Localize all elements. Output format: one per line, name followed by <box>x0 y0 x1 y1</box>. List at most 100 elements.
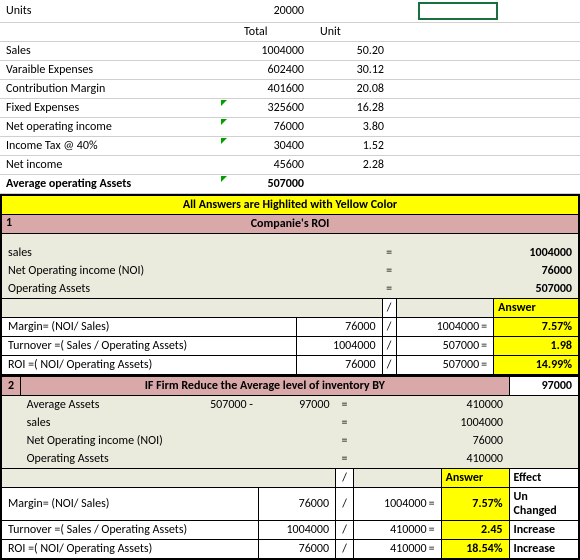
equals: = <box>336 414 354 432</box>
formula-a: 76000 <box>297 355 382 375</box>
total-header: Total <box>220 23 310 42</box>
row-label: Fixed Expenses <box>0 99 220 118</box>
unit-header: Unit <box>310 23 390 42</box>
income-table: Units 20000 Total Unit Sales100400050.20… <box>0 0 580 194</box>
avg-assets-label: Average Assets <box>21 395 166 414</box>
answer-header: Answer <box>441 468 509 487</box>
equals: = <box>382 280 396 299</box>
selected-cell[interactable] <box>418 2 498 20</box>
formula-answer: 7.57% <box>494 317 579 336</box>
formula-b: 507000= <box>396 355 494 375</box>
row-unit: 16.28 <box>310 99 390 118</box>
slash: / <box>382 317 396 336</box>
row-label: Average operating Assets <box>0 175 220 194</box>
line-label: sales <box>21 414 336 432</box>
formula-label: Turnover =( Sales / Operating Assets) <box>1 336 297 355</box>
slash: / <box>336 468 354 487</box>
formula-answer: 18.54% <box>441 539 509 559</box>
equals: = <box>382 244 396 262</box>
line-label: Net Operating income (NOI) <box>1 262 382 280</box>
row-total: 602400 <box>220 61 310 80</box>
section-2-block: 2 IF Firm Reduce the Average level of in… <box>0 376 580 560</box>
row-label: Income Tax @ 40% <box>0 137 220 156</box>
row-total: 30400 <box>220 137 310 156</box>
line-value: 76000 <box>494 262 579 280</box>
formula-label: Turnover =( Sales / Operating Assets) <box>1 520 259 539</box>
formula-b: 410000= <box>354 539 442 559</box>
formula-answer: 14.99% <box>494 355 579 375</box>
section-1-header: 1 Companie's ROI <box>1 215 579 234</box>
formula-a: 1004000 <box>297 336 382 355</box>
section-2-value: 97000 <box>509 376 579 395</box>
line-value: 410000 <box>354 450 509 469</box>
section-1-title: Companie's ROI <box>251 217 330 231</box>
row-total: 507000 <box>220 175 310 194</box>
slash: / <box>336 487 354 520</box>
row-label: Sales <box>0 42 220 61</box>
row-label: Varaible Expenses <box>0 61 220 80</box>
formula-label: Margin= (NOI/ Sales) <box>1 317 297 336</box>
line-value: 507000 <box>494 280 579 299</box>
formula-effect: Increase <box>509 539 579 559</box>
formula-a: 76000 <box>259 539 336 559</box>
avg-result: 410000 <box>354 395 509 414</box>
row-unit: 20.08 <box>310 80 390 99</box>
equals: = <box>336 450 354 469</box>
section-2-title: IF Firm Reduce the Average level of inve… <box>21 376 509 395</box>
formula-b: 507000= <box>396 336 494 355</box>
slash: / <box>336 539 354 559</box>
row-total: 20000 <box>220 0 310 23</box>
section-1-block: All Answers are Highlited with Yellow Co… <box>0 194 580 376</box>
row-unit: 50.20 <box>310 42 390 61</box>
slash: / <box>382 336 396 355</box>
row-total: 45600 <box>220 156 310 175</box>
formula-b: 1004000= <box>354 487 442 520</box>
line-value: 1004000 <box>494 244 579 262</box>
formula-b: 410000= <box>354 520 442 539</box>
section-1-number: 1 <box>6 216 12 230</box>
yellow-banner: All Answers are Highlited with Yellow Co… <box>1 195 579 215</box>
row-unit: 30.12 <box>310 61 390 80</box>
row-total: 401600 <box>220 80 310 99</box>
line-value: 76000 <box>354 432 509 450</box>
answer-header: Answer <box>494 298 579 317</box>
formula-answer: 7.57% <box>441 487 509 520</box>
avg-eq: = <box>336 395 354 414</box>
avg-b: 97000 <box>259 395 336 414</box>
formula-b: 1004000= <box>396 317 494 336</box>
row-total: 76000 <box>220 118 310 137</box>
formula-answer: 2.45 <box>441 520 509 539</box>
row-total: 325600 <box>220 99 310 118</box>
row-unit: 1.52 <box>310 137 390 156</box>
formula-answer: 1.98 <box>494 336 579 355</box>
row-label: Net operating income <box>0 118 220 137</box>
formula-effect: Increase <box>509 520 579 539</box>
formula-label: ROI =( NOI/ Operating Assets) <box>1 355 297 375</box>
equals: = <box>336 432 354 450</box>
row-total: 1004000 <box>220 42 310 61</box>
row-label: Contribution Margin <box>0 80 220 99</box>
row-unit <box>310 175 390 194</box>
equals: = <box>382 262 396 280</box>
section-2-number: 2 <box>1 376 21 395</box>
formula-effect: Un Changed <box>509 487 579 520</box>
row-unit: 3.80 <box>310 118 390 137</box>
formula-a: 76000 <box>297 317 382 336</box>
formula-a: 76000 <box>259 487 336 520</box>
row-label: Net income <box>0 156 220 175</box>
line-label: Operating Assets <box>21 450 336 469</box>
slash: / <box>382 298 396 317</box>
formula-label: ROI =( NOI/ Operating Assets) <box>1 539 259 559</box>
row-label: Units <box>0 0 220 23</box>
line-value: 1004000 <box>354 414 509 432</box>
avg-a: 507000 - <box>165 395 259 414</box>
slash: / <box>336 520 354 539</box>
line-label: Net Operating income (NOI) <box>21 432 336 450</box>
line-label: sales <box>1 244 382 262</box>
row-unit: 2.28 <box>310 156 390 175</box>
effect-header: Effect <box>509 468 579 487</box>
slash: / <box>382 355 396 375</box>
line-label: Operating Assets <box>1 280 382 299</box>
formula-label: Margin= (NOI/ Sales) <box>1 487 259 520</box>
formula-a: 1004000 <box>259 520 336 539</box>
